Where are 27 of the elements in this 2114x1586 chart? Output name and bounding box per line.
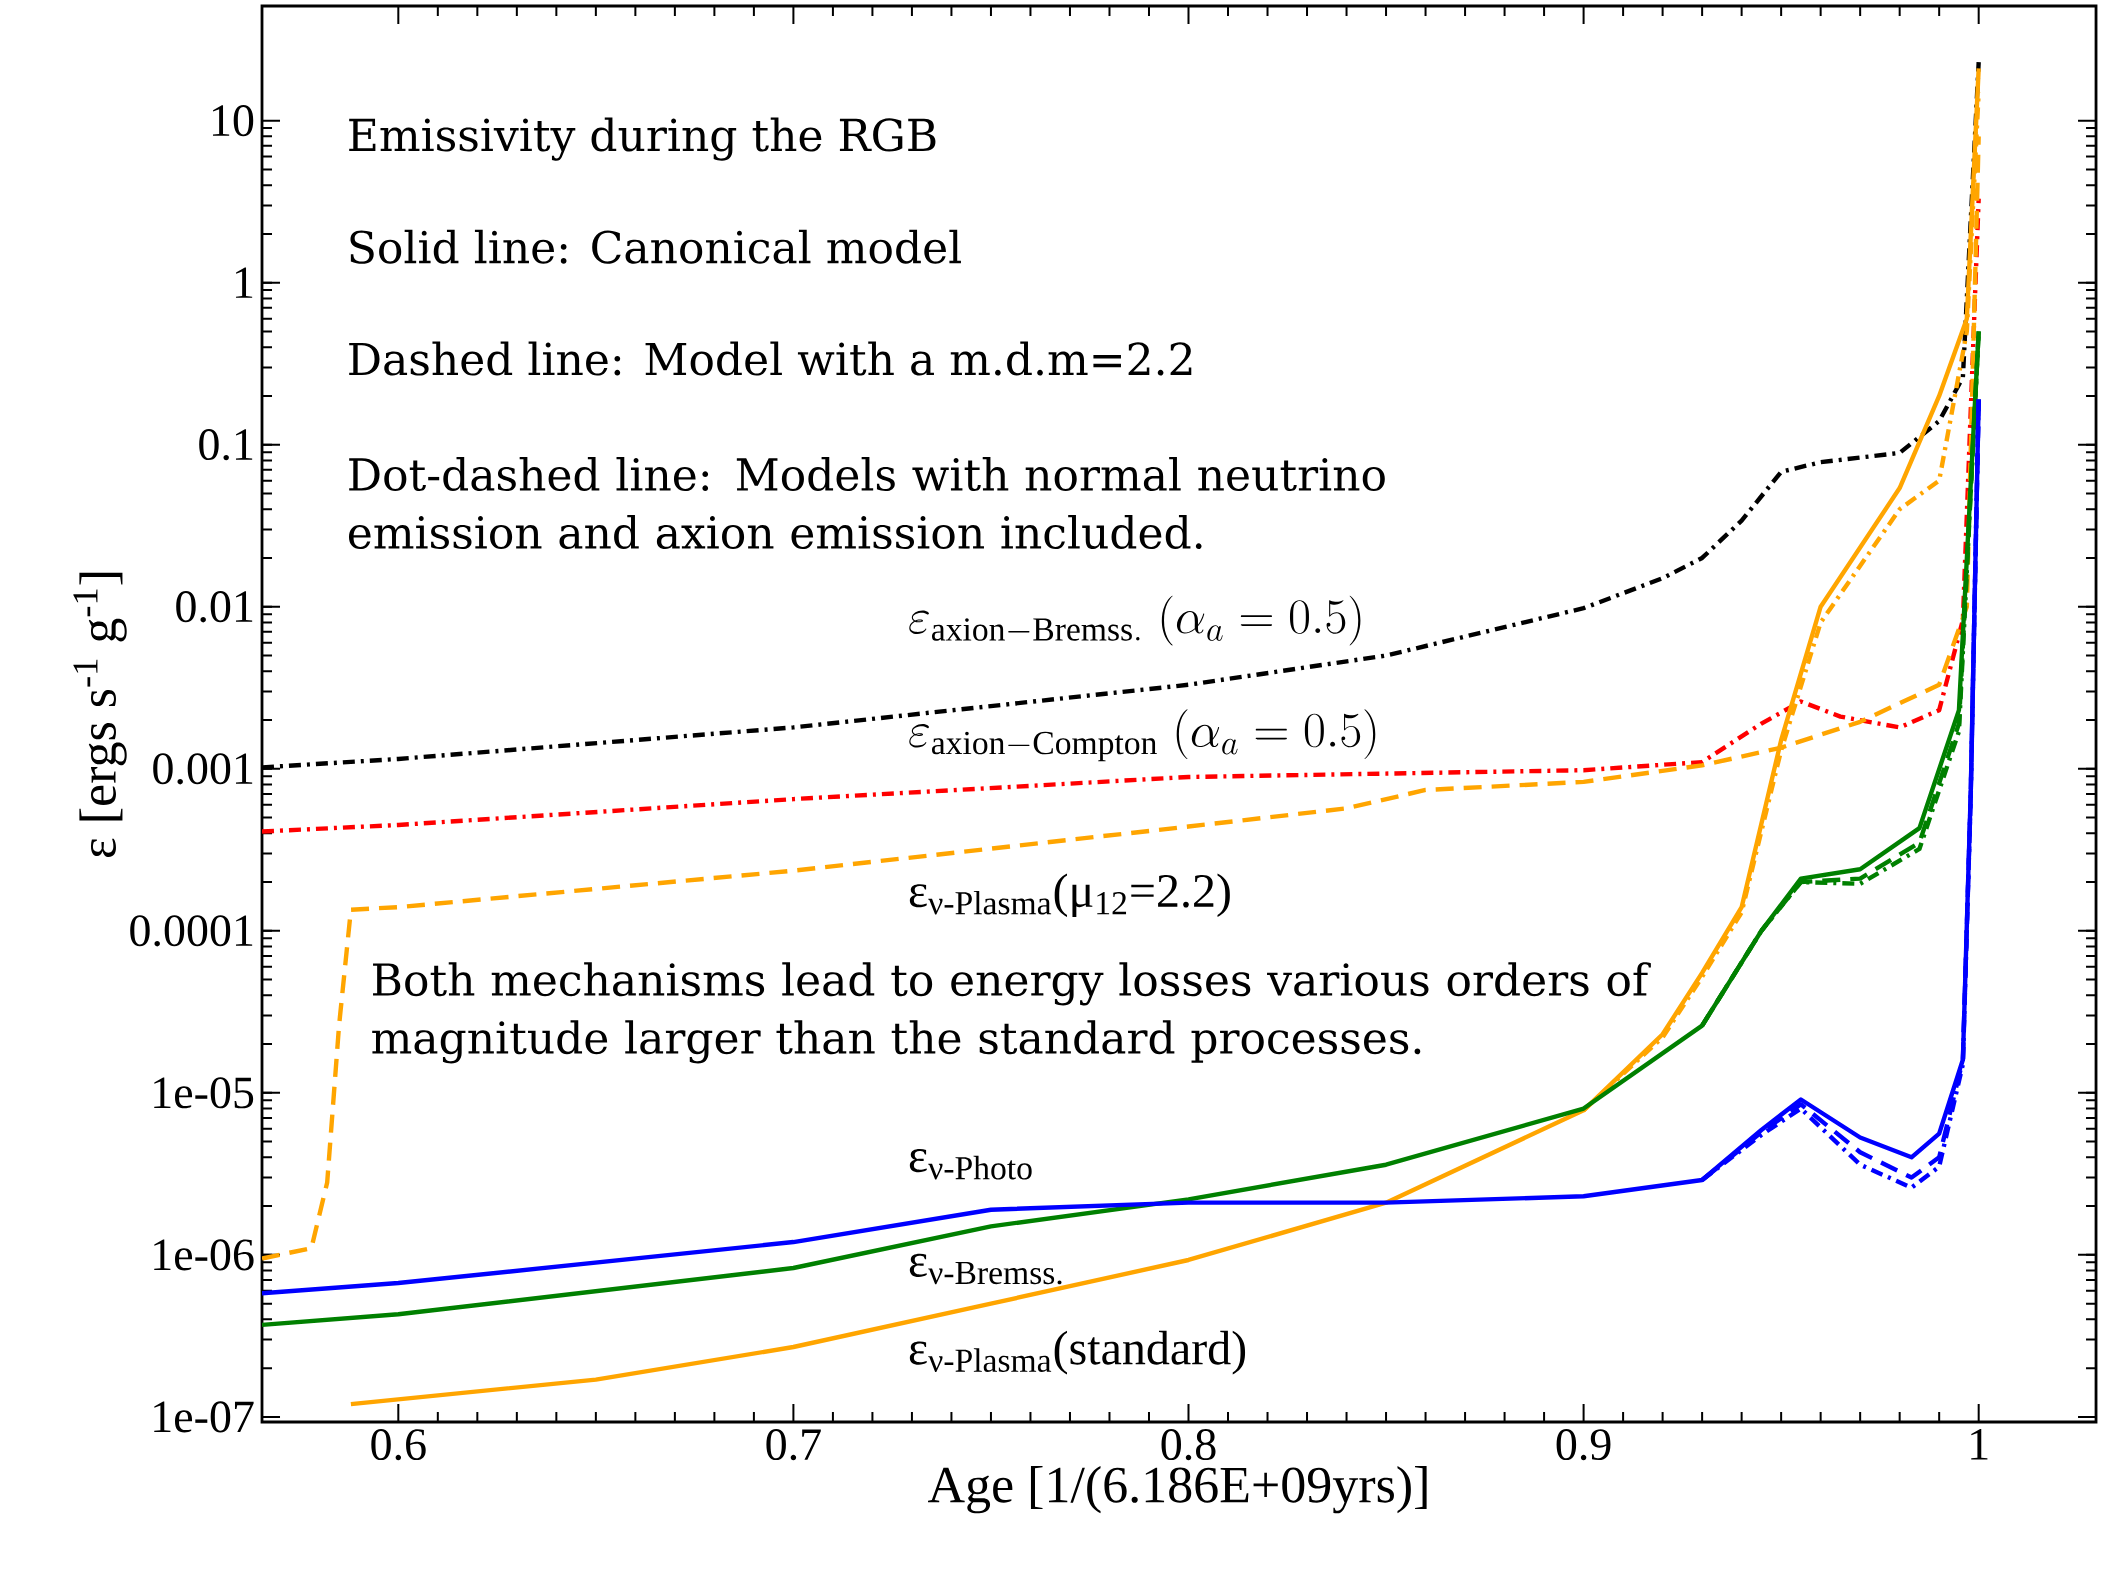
y-tick-label: 1e-05 <box>154 1077 254 1109</box>
annotation: ε$_{ν-Photo}$ <box>909 1149 1032 1180</box>
y-axis-title: ε [ergs s$^{-1}$ g$^{-1}$] <box>73 572 127 858</box>
y-tick-label: 0.0001 <box>130 915 253 947</box>
annotation: ε$_{ν-Plasma}$(μ$_{12}$=2.2) <box>909 873 1230 918</box>
y-tick-label: 0.1 <box>199 429 253 461</box>
y-tick-label: 1e-07 <box>154 1401 254 1433</box>
x-axis-title: Age [1/(6.186E+09yrs)] <box>928 1466 1427 1514</box>
x-tick-label: 1 <box>1971 1429 1988 1460</box>
y-tick-label: 1e-06 <box>154 1239 254 1271</box>
y-tick-label: 0.001 <box>153 753 253 785</box>
x-tick-label: 0.8 <box>1161 1429 1216 1461</box>
annotation: $\varepsilon_{\mathrm{axion-Bremss.}}\;(\alpha_{a}=0.5)$ <box>909 595 1361 646</box>
annotation: Dot-dashed line: Models with normal neutrino emission and axion emission included. <box>348 456 1385 550</box>
annotation: Dashed line: Model with a m.d.m=2.2 <box>349 341 1192 376</box>
annotation: Both mechanisms lead to energy losses various orders of magnitude larger than the standard processes. <box>372 962 1651 1064</box>
x-tick-label: 0.7 <box>766 1429 821 1461</box>
x-tick-label: 0.6 <box>371 1429 426 1461</box>
y-tick-label: 0.01 <box>176 591 253 623</box>
annotation: ε$_{ν-Plasma}$(standard) <box>909 1330 1246 1375</box>
annotation: ε$_{ν-Bremss.}$ <box>909 1253 1062 1285</box>
x-tick-label: 0.9 <box>1556 1429 1611 1461</box>
annotation: Solid line: Canonical model <box>350 229 961 264</box>
annotation: $\varepsilon_{\mathrm{axion-Compton}}\;(\alpha_{a}=0.5)$ <box>909 709 1376 762</box>
annotation: Emissivity during the RGB <box>349 117 936 161</box>
y-tick-label: 10 <box>212 105 254 137</box>
y-tick-label: 1 <box>235 267 253 298</box>
